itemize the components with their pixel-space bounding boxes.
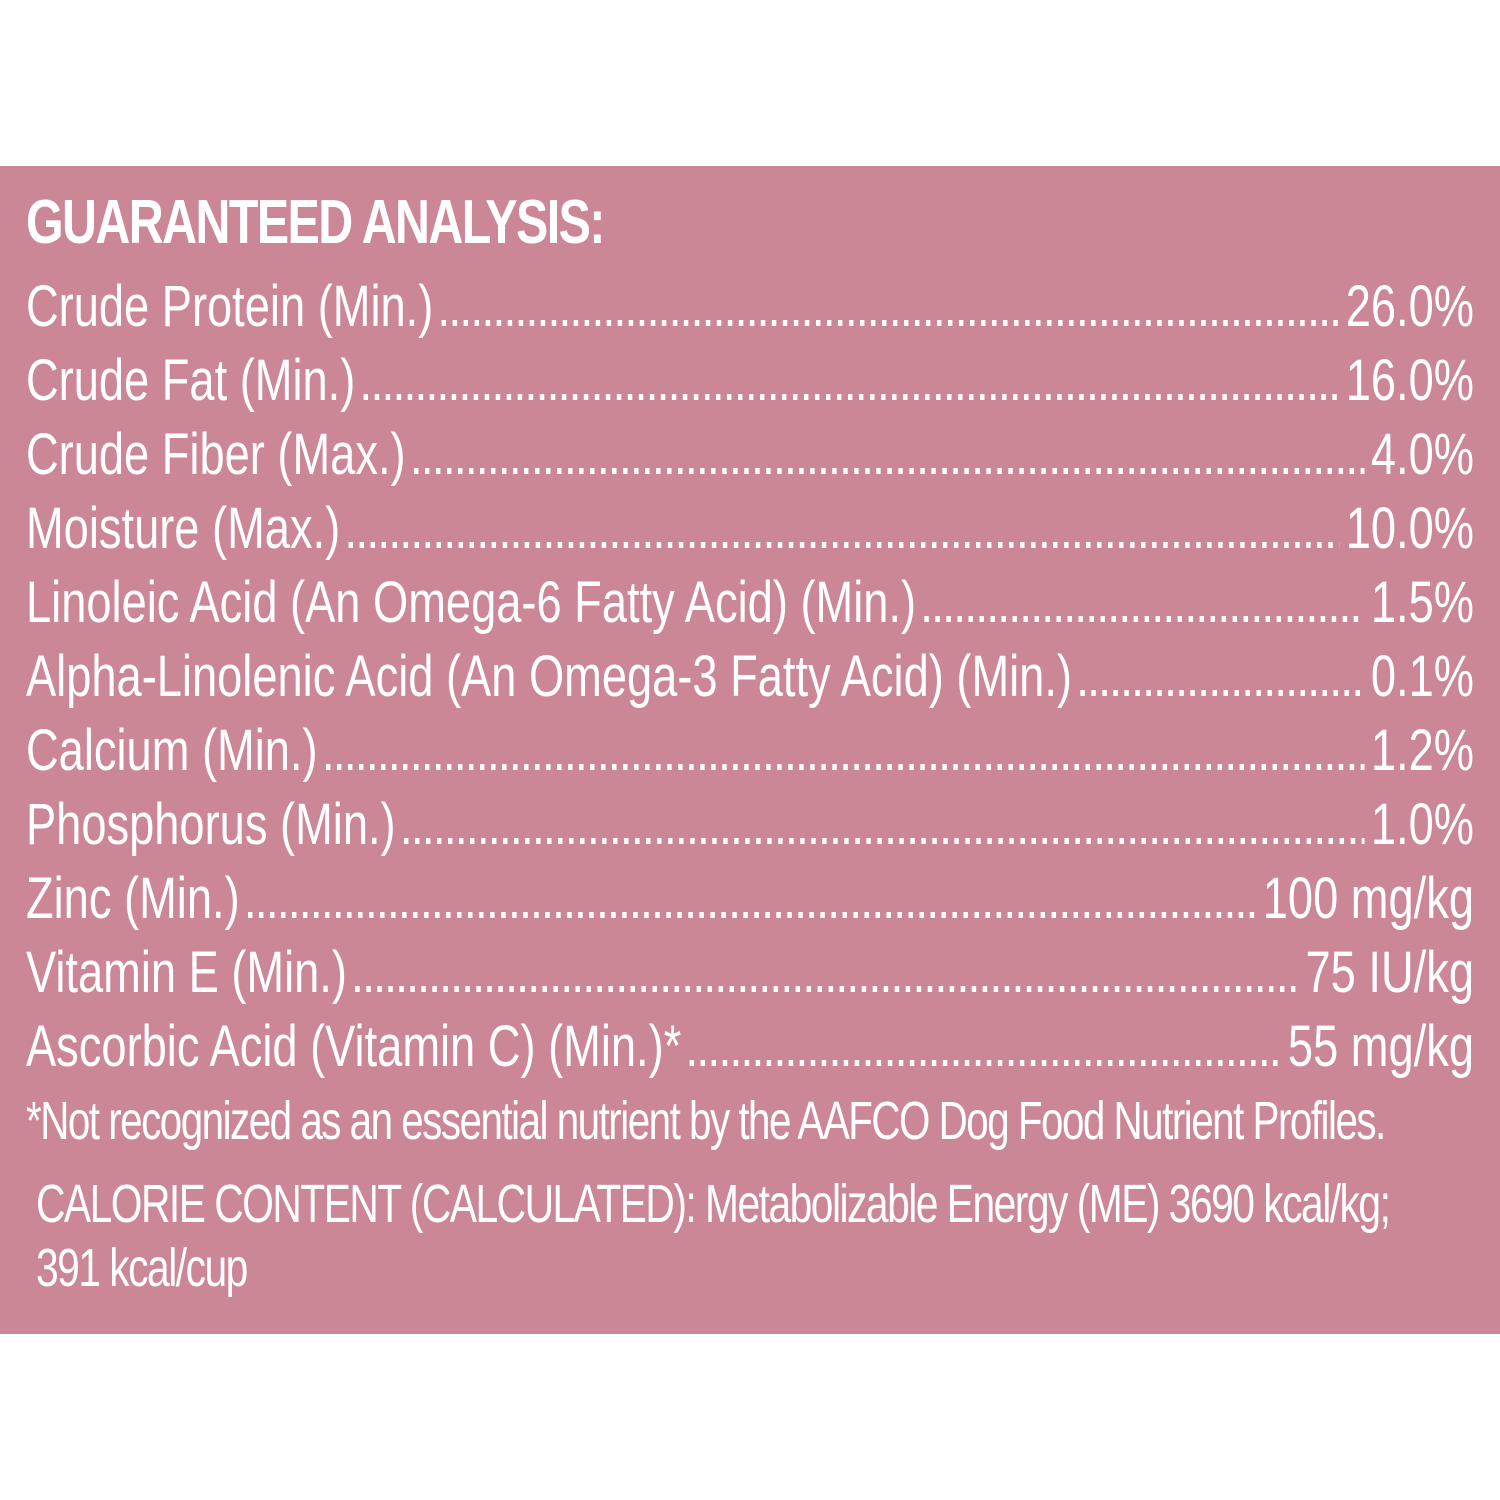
nutrient-label: Phosphorus (Min.) [26,792,396,857]
dot-leader [440,276,1340,344]
dot-leader [246,868,1257,936]
nutrient-value: 55 mg/kg [1287,1014,1474,1079]
nutrient-label: Zinc (Min.) [26,866,240,931]
dot-leader [353,942,1299,1010]
dot-leader [1078,646,1364,714]
analysis-row: Moisture (Max.) 10.0% [26,492,1474,566]
analysis-table: Crude Protein (Min.) 26.0% Crude Fat (Mi… [26,270,1474,1084]
dot-leader [922,572,1364,640]
analysis-row: Vitamin E (Min.) 75 IU/kg [26,936,1474,1010]
nutrient-value: 4.0% [1370,422,1474,487]
nutrient-label: Calcium (Min.) [26,718,318,783]
nutrient-value: 26.0% [1345,274,1474,339]
calorie-content: CALORIE CONTENT (CALCULATED): Metaboliza… [36,1174,1391,1298]
nutrient-value: 10.0% [1345,496,1474,561]
dot-leader [362,350,1340,418]
nutrient-value: 16.0% [1345,348,1474,413]
dot-leader [324,720,1365,788]
dot-leader [688,1016,1282,1084]
analysis-row: Crude Fat (Min.) 16.0% [26,344,1474,418]
nutrient-label: Alpha-Linolenic Acid (An Omega-3 Fatty A… [26,644,1072,709]
dot-leader [412,424,1365,492]
nutrient-value: 1.5% [1370,570,1474,635]
analysis-row: Calcium (Min.) 1.2% [26,714,1474,788]
nutrient-label: Moisture (Max.) [26,496,341,561]
nutrient-label: Ascorbic Acid (Vitamin C) (Min.)* [26,1014,682,1079]
nutrient-value: 100 mg/kg [1262,866,1474,931]
analysis-row: Ascorbic Acid (Vitamin C) (Min.)* 55 mg/… [26,1010,1474,1084]
analysis-row: Zinc (Min.) 100 mg/kg [26,862,1474,936]
nutrient-value: 75 IU/kg [1305,940,1474,1005]
footnote: *Not recognized as an essential nutrient… [26,1091,1386,1151]
dot-leader [346,498,1339,566]
nutrient-label: Linoleic Acid (An Omega-6 Fatty Acid) (M… [26,570,917,635]
nutrient-label: Vitamin E (Min.) [26,940,347,1005]
nutrient-value: 0.1% [1370,644,1474,709]
nutrient-label: Crude Fiber (Max.) [26,422,406,487]
dot-leader [402,794,1365,862]
panel-heading: GUARANTEED ANALYSIS: [26,188,605,257]
analysis-row: Crude Protein (Min.) 26.0% [26,270,1474,344]
guaranteed-analysis-panel: GUARANTEED ANALYSIS: Crude Protein (Min.… [0,166,1500,1334]
nutrient-value: 1.0% [1370,792,1474,857]
analysis-row: Alpha-Linolenic Acid (An Omega-3 Fatty A… [26,640,1474,714]
analysis-row: Phosphorus (Min.) 1.0% [26,788,1474,862]
nutrient-value: 1.2% [1370,718,1474,783]
nutrient-label: Crude Protein (Min.) [26,274,434,339]
analysis-row: Crude Fiber (Max.) 4.0% [26,418,1474,492]
analysis-row: Linoleic Acid (An Omega-6 Fatty Acid) (M… [26,566,1474,640]
nutrient-label: Crude Fat (Min.) [26,348,356,413]
